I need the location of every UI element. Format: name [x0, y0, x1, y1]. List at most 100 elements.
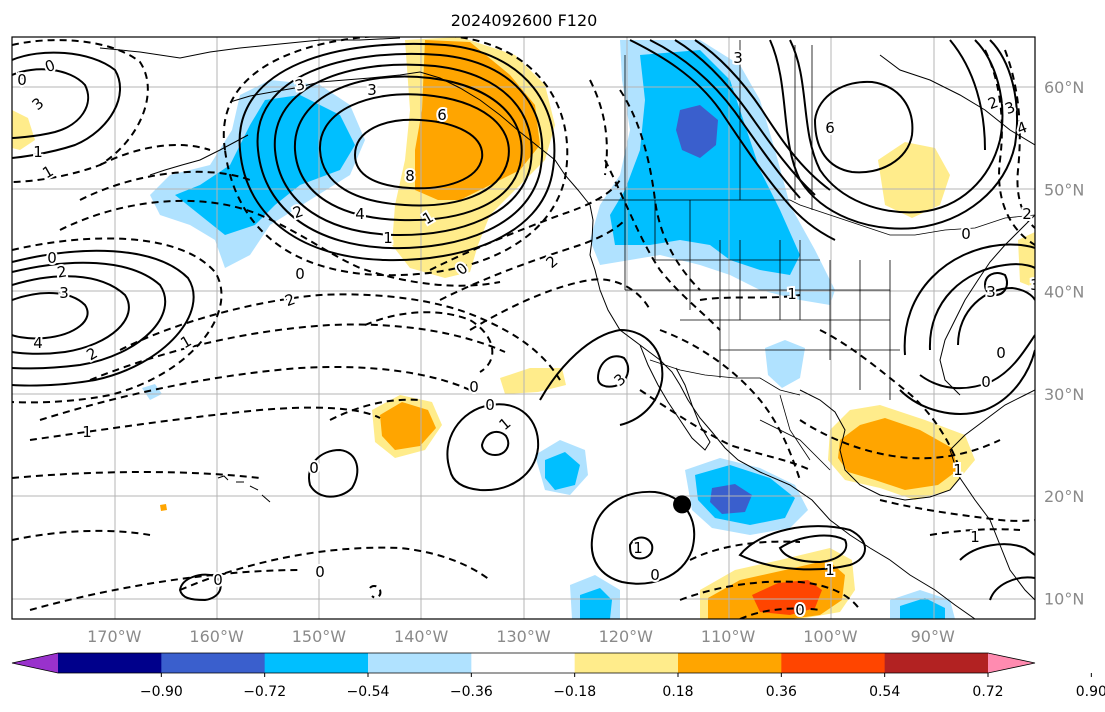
- longitude-label: 150°W: [292, 627, 347, 646]
- colorbar-extend-high: [988, 653, 1035, 673]
- contour-label: 0: [795, 601, 805, 619]
- contour-label: 0: [996, 344, 1006, 362]
- contour-label: 1: [383, 229, 393, 247]
- latitude-label: 10°N: [1044, 590, 1084, 609]
- positive-anomaly-mid: [160, 504, 167, 511]
- contour-positive: [769, 39, 1018, 230]
- colorbar-segment: [58, 653, 162, 673]
- contour-positive: [353, 118, 484, 190]
- contour-negative: [12, 39, 149, 183]
- longitude-label: 160°W: [189, 627, 244, 646]
- contour-negative: [659, 329, 801, 481]
- contour-positive: [446, 403, 540, 492]
- contour-positive: [12, 51, 121, 159]
- contour-positive: [919, 334, 1035, 390]
- contour-negative: [59, 199, 501, 287]
- latitude-label: 20°N: [1044, 487, 1084, 506]
- contour-positive: [256, 52, 544, 250]
- colorbar-segment: [368, 653, 472, 673]
- contour-label: 0: [47, 249, 57, 267]
- us-mexico-border: [649, 359, 801, 396]
- negative-anomaly-dark: [710, 484, 752, 514]
- contour-label: 1: [633, 539, 643, 557]
- contour-lines: [12, 37, 1035, 619]
- contour-positive: [293, 75, 523, 222]
- colorbar-segment: [161, 653, 266, 673]
- contour-negative: [589, 79, 608, 176]
- graticule: [12, 37, 1035, 619]
- map-title: 2024092600 F120: [451, 11, 598, 30]
- colorbar-tick-label: −0.90: [140, 684, 183, 700]
- colorbar-tick-label: −0.18: [553, 684, 596, 700]
- contour-label: 1: [82, 423, 92, 441]
- contour-label: 0: [213, 571, 223, 589]
- longitude-label: 170°W: [87, 627, 142, 646]
- contour-negative: [819, 329, 961, 471]
- contour-negative: [329, 398, 421, 421]
- colorbar-tick-label: 0.36: [766, 684, 797, 700]
- contour-negative: [984, 49, 1035, 246]
- latitude-label: 40°N: [1044, 283, 1084, 302]
- contour-label: 0: [315, 563, 325, 581]
- contour-positive: [480, 430, 510, 457]
- colorbar: −0.90 −0.72 −0.54 −0.36 −0.18 0.18 0.36 0.54 0.7…: [11, 652, 1105, 700]
- location-marker: [673, 495, 692, 514]
- contour-positive: [629, 39, 836, 241]
- negative-anomaly-mid: [175, 95, 355, 235]
- gulf-coast: [799, 389, 1035, 501]
- positive-anomaly-light: [500, 368, 566, 394]
- mexico-states: [759, 394, 831, 471]
- contour-negative: [879, 499, 1035, 522]
- colorbar-tick-label: 0.54: [869, 684, 900, 700]
- negative-anomaly-mid: [545, 452, 580, 490]
- contour-label: 4: [33, 334, 43, 352]
- longitude-label: 110°W: [701, 627, 756, 646]
- longitude-label: 140°W: [394, 627, 449, 646]
- contour-label: 0: [961, 225, 971, 243]
- contour-positive: [12, 261, 167, 370]
- contour-label: 1: [33, 143, 43, 161]
- contour-negative: [699, 294, 801, 301]
- contour-label: 8: [405, 167, 415, 185]
- contour-negative: [604, 159, 721, 331]
- contour-negative: [469, 278, 651, 331]
- contour-label: 3: [986, 283, 996, 301]
- latitude-label: 30°N: [1044, 385, 1084, 404]
- map-frame: [11, 36, 1036, 620]
- colorbar-extend-low: [12, 653, 58, 673]
- contour-label: 0: [295, 265, 305, 283]
- contour-label: 3: [1030, 276, 1040, 294]
- contour-label: 3: [367, 81, 377, 99]
- contour-label: 1: [970, 528, 980, 546]
- contour-negative: [29, 406, 381, 441]
- contour-negative: [364, 311, 494, 373]
- colorbar-segment: [781, 653, 886, 673]
- longitude-labels: 170°W 160°W 150°W 140°W 130°W 120°W 110°W 100°W…: [87, 627, 955, 646]
- contour-negative: [799, 419, 1001, 460]
- contour-positive: [903, 243, 1035, 356]
- contour-negative: [679, 580, 861, 611]
- contour-positive: [674, 39, 816, 196]
- colorbar-tick-label: −0.54: [347, 684, 390, 700]
- negative-anomaly-light: [142, 384, 162, 400]
- contour-label: 6: [825, 119, 835, 137]
- colorbar-segment: [678, 653, 782, 673]
- longitude-label: 130°W: [496, 627, 551, 646]
- contour-negative: [39, 366, 471, 421]
- longitude-label: 100°W: [803, 627, 858, 646]
- contour-negative: [1004, 49, 1035, 229]
- contour-positive: [957, 286, 1035, 346]
- contour-label: 0: [17, 71, 27, 89]
- contour-positive: [928, 263, 1035, 351]
- contour-label: 2: [1022, 205, 1032, 223]
- contour-positive: [178, 573, 222, 602]
- colorbar-tick-label: 0.90: [1076, 684, 1105, 700]
- contour-positive: [813, 80, 914, 174]
- contour-positive: [778, 534, 848, 564]
- contour-negative: [739, 607, 821, 619]
- negative-anomaly-dark: [676, 105, 718, 158]
- contour-negative: [179, 546, 491, 591]
- contour-negative: [429, 179, 621, 271]
